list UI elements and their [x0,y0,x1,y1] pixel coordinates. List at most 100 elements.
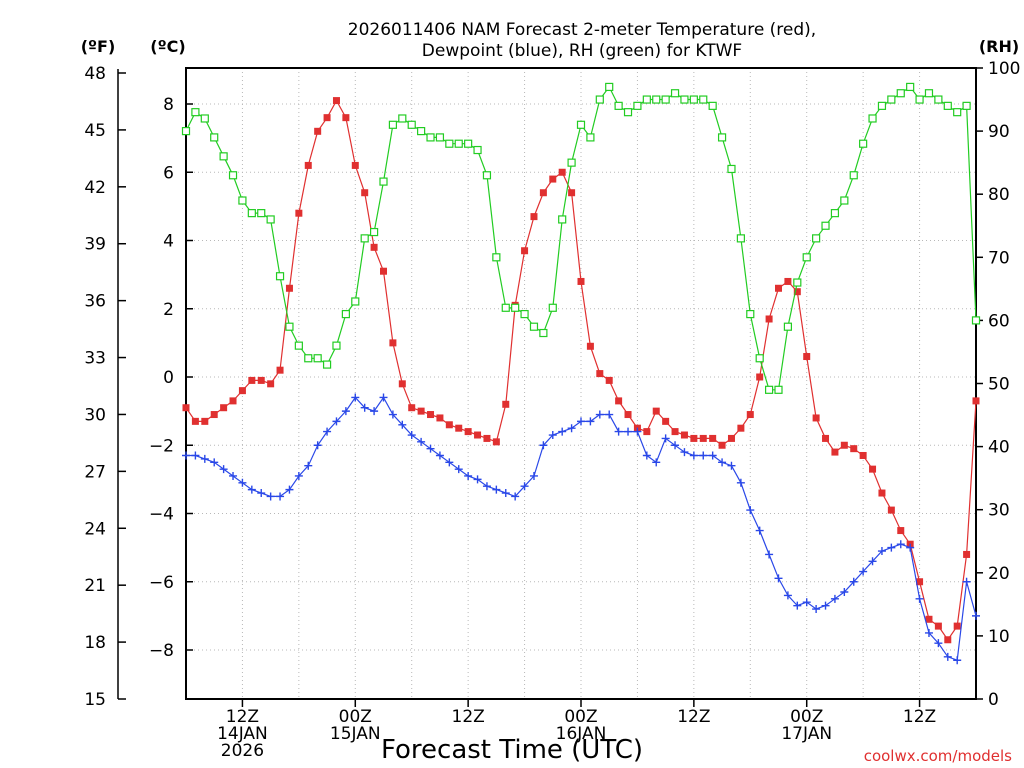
temperature-point [699,434,707,442]
fahrenheit-tick-label: 24 [84,519,106,539]
rh-point [200,114,209,123]
dewpoint-point [906,543,915,552]
dewpoint-point [285,485,294,494]
rh-point [746,309,755,319]
rh-point [332,341,341,350]
temperature-point [803,353,811,361]
fahrenheit-tick-label: 36 [84,292,106,312]
dewpoint-point [877,547,886,556]
temperature-point [210,411,218,419]
dewpoint-point [238,478,247,487]
rh-point [539,328,548,338]
rh-tick-label: 60 [988,311,1010,331]
temperature-point [605,376,613,384]
rh-tick-label: 70 [988,248,1010,268]
temperature_c-line [185,99,977,641]
rh-tick-label: 20 [988,564,1010,584]
rh-point [435,133,445,142]
temperature-point [775,284,782,292]
temperature-point [342,114,350,122]
rh-point [445,139,454,148]
temperature-point [897,527,905,535]
dewpoint-point [849,577,858,586]
rh-point [219,152,228,161]
dewpoint-point [605,410,614,419]
rh-point [727,164,736,174]
dewpoint-point [332,417,341,426]
dewpoint-point [191,451,200,460]
temperature-point [549,175,557,183]
dewpoint-point [492,485,501,494]
rh-point [266,215,275,224]
rh-tick-label: 80 [988,185,1010,205]
x-tick-label: 00Z [339,707,372,727]
temperature-point [361,189,369,197]
temperature-point [182,404,190,412]
temperature-point [643,428,651,436]
celsius-tick-label: −6 [149,573,174,593]
rh-point [877,101,887,110]
temperature-point [380,267,387,275]
dewpoint-point [671,441,680,450]
dewpoint-point [511,492,520,501]
fahrenheit-tick-label: 18 [84,633,106,653]
temperature-point [276,366,284,374]
dewpoint-point [689,451,698,460]
rh-point [830,209,840,218]
dewpoint-point [924,628,933,637]
fahrenheit-tick-label: 42 [84,178,106,198]
rh-point [567,158,576,167]
fahrenheit-tick-label: 21 [84,576,106,596]
temperature-point [267,380,275,388]
temperature-point [934,622,942,630]
rh-point [605,82,614,92]
rh-point [652,95,661,104]
fahrenheit-tick-label: 48 [84,64,106,84]
fahrenheit-tick-label: 30 [84,405,106,425]
rh-point [670,89,680,98]
rh-point [717,133,727,142]
rh-point [802,253,811,262]
rh-point [464,139,473,148]
temperature-point [351,161,359,169]
temperature-point [822,434,830,442]
credit-text: coolwx.com/models [864,747,1012,765]
rh-point [558,215,567,224]
dewpoint-point [501,489,510,498]
dewpoint-point [229,471,238,480]
temperature-point [417,407,425,415]
dewpoint-point [755,526,764,535]
rh-tick-label: 50 [988,375,1010,395]
rh-point [548,303,557,312]
dewpoint-point [953,656,962,665]
rh-point [812,234,821,243]
dewpoint-point [887,543,896,552]
temperature-point [878,489,886,497]
x-tick-label: 12Z [677,707,710,727]
rh-tick-label: 30 [988,501,1010,521]
rh-point [614,101,623,110]
dewpoint-point [821,601,830,610]
rh-tick-label: 0 [988,690,999,710]
rh-point [934,95,943,104]
temperature-point [840,441,848,449]
rh-point [520,309,529,319]
dewpoint-point [182,451,190,460]
temperature-point [963,550,971,558]
dewpoint-point [896,540,905,549]
dewpoint-point [558,427,567,436]
temperature-point [793,288,801,296]
dewpoint-point [793,601,802,610]
dewpoint-point [360,403,369,412]
dewpoint-point [435,451,444,460]
x-tick-label: 12Z [226,707,259,727]
temperature-point [662,417,670,425]
temperature-point [464,428,472,436]
dewpoint-point [595,410,604,419]
temperature-point [530,213,538,221]
temperature-point [944,636,952,644]
dewpoint-point [219,465,228,474]
rh-point [529,322,539,331]
celsius-tick-label: 8 [163,95,174,115]
